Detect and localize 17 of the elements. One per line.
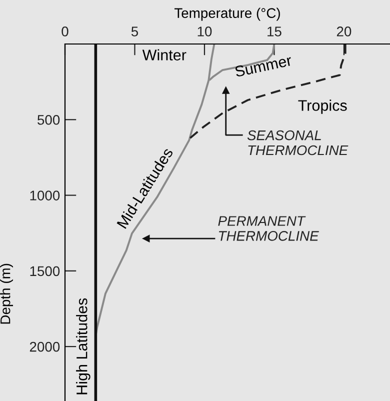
annotation: PERMANENT THERMOCLINE xyxy=(218,216,319,241)
series-label: Tropics xyxy=(298,100,347,114)
y-tick-label: 1000 xyxy=(30,190,60,200)
y-axis-title: Depth (m) xyxy=(0,264,13,324)
x-tick-label: 5 xyxy=(131,26,138,36)
x-axis-title: Temperature (°C) xyxy=(174,8,280,21)
x-tick-label: 10 xyxy=(198,26,212,36)
x-tick-label: 15 xyxy=(268,26,282,36)
y-tick-label: 500 xyxy=(38,114,60,125)
text: High Latitudes xyxy=(76,298,90,394)
x-tick-label: 0 xyxy=(62,26,68,36)
series-label: Winter xyxy=(142,49,186,60)
y-tick-label: 2000 xyxy=(30,342,60,352)
y-tick-label: 1500 xyxy=(30,266,60,276)
text: Summer xyxy=(234,54,292,78)
annotation: SEASONAL THERMOCLINE xyxy=(247,130,348,156)
x-tick-label: 20 xyxy=(336,26,352,36)
